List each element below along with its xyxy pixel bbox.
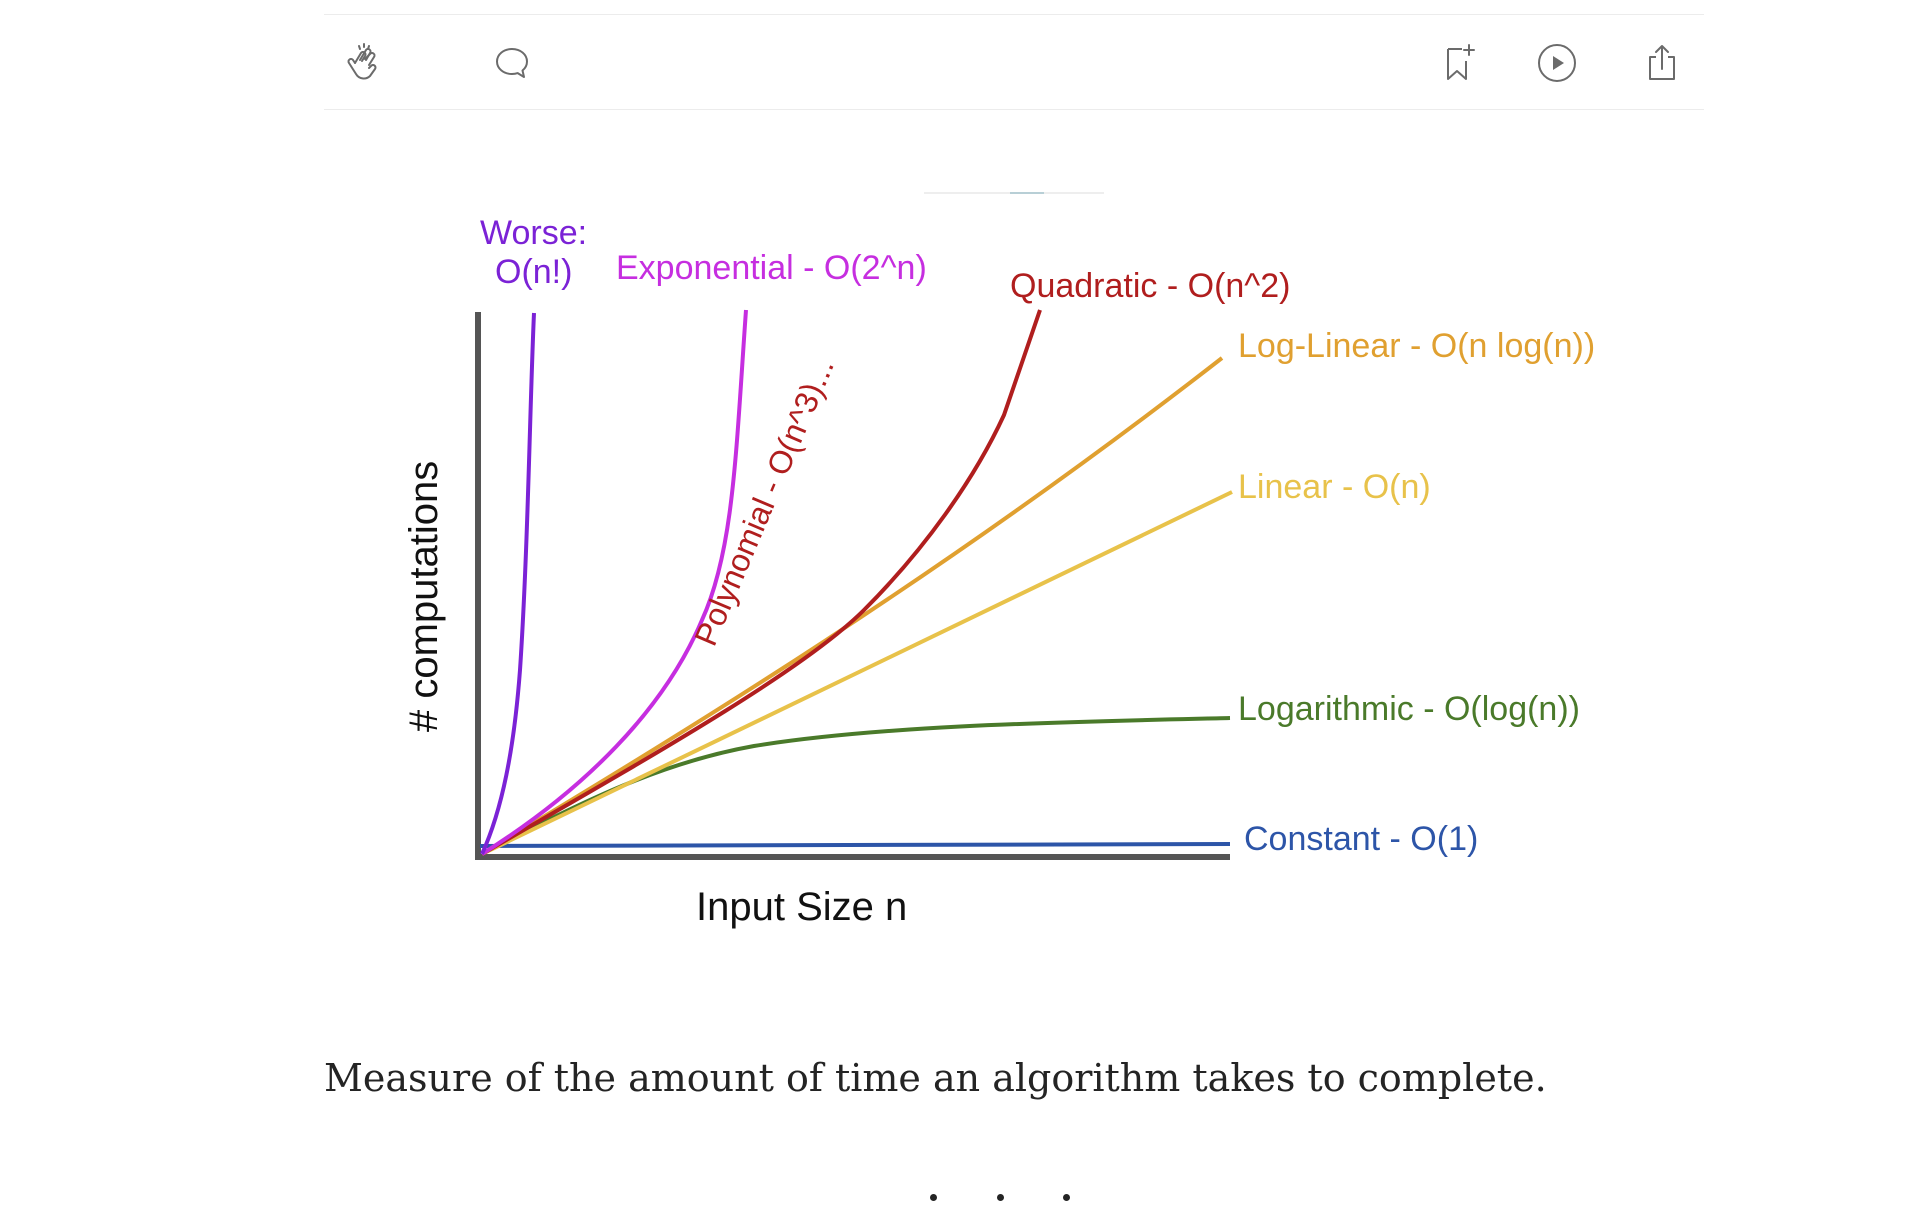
separator-dot bbox=[996, 1194, 1004, 1201]
figure-caption: Measure of the amount of time an algorit… bbox=[324, 1056, 1547, 1100]
series-line-linear bbox=[481, 490, 1233, 856]
separator-dot bbox=[1063, 1194, 1070, 1201]
chart-svg: Worse: O(n!) Exponential - O(2^n) Polyno… bbox=[402, 192, 1595, 929]
clap-icon[interactable] bbox=[340, 39, 388, 87]
play-circle-icon[interactable] bbox=[1533, 39, 1581, 87]
label-polynomial: Polynomial - O(n^3)... bbox=[687, 353, 841, 651]
label-linear: Linear - O(n) bbox=[1238, 468, 1431, 506]
series-line-factorial bbox=[480, 312, 536, 855]
series-line-constant bbox=[479, 842, 1231, 848]
label-worse-line1: Worse: bbox=[480, 214, 587, 252]
article-action-bar bbox=[324, 14, 1704, 110]
share-icon[interactable] bbox=[1638, 39, 1686, 87]
label-log-linear: Log-Linear - O(n log(n)) bbox=[1238, 327, 1595, 365]
label-worse-line2: O(n!) bbox=[495, 253, 572, 291]
section-separator bbox=[930, 1190, 1070, 1205]
label-logarithmic: Logarithmic - O(log(n)) bbox=[1238, 690, 1580, 728]
separator-dot bbox=[930, 1194, 937, 1201]
y-axis-label: # computations bbox=[402, 461, 446, 732]
label-exponential: Exponential - O(2^n) bbox=[616, 249, 927, 287]
label-quadratic: Quadratic - O(n^2) bbox=[1010, 267, 1290, 305]
x-axis-label: Input Size n bbox=[696, 885, 907, 929]
label-constant: Constant - O(1) bbox=[1244, 820, 1478, 858]
series-line-quadratic bbox=[481, 309, 1042, 856]
bookmark-add-icon[interactable] bbox=[1434, 39, 1482, 87]
series-line-log-linear bbox=[480, 356, 1224, 856]
series-line-exponential bbox=[480, 309, 748, 856]
comment-icon[interactable] bbox=[488, 39, 536, 87]
big-o-complexity-chart: Worse: O(n!) Exponential - O(2^n) Polyno… bbox=[324, 150, 1704, 980]
